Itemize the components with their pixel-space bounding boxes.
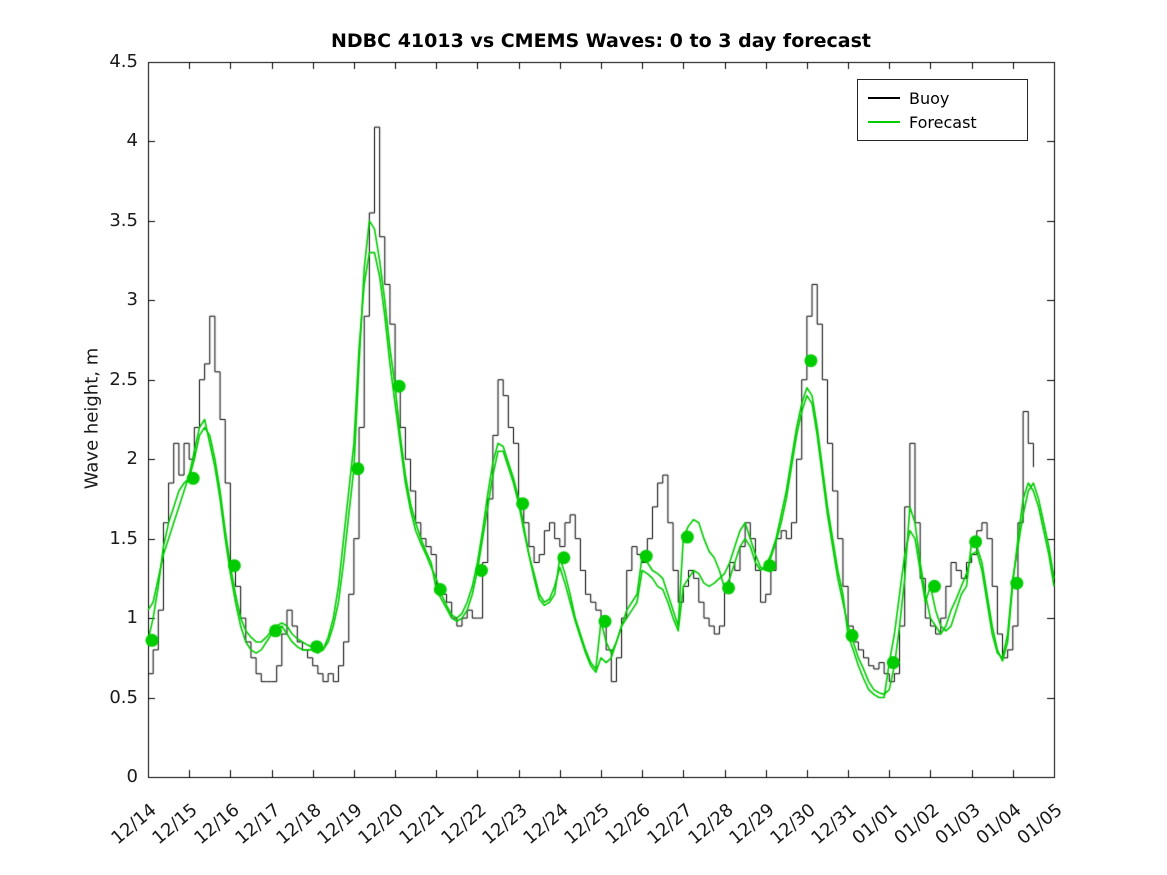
forecast-line-sample-icon — [868, 121, 900, 123]
y-tick-label: 1.5 — [109, 527, 138, 549]
legend-label-buoy: Buoy — [909, 88, 950, 108]
y-tick-label: 0.5 — [109, 686, 138, 708]
chart-title: NDBC 41013 vs CMEMS Waves: 0 to 3 day fo… — [331, 30, 871, 52]
legend-label-forecast: Forecast — [909, 112, 977, 132]
y-tick-label: 2 — [126, 448, 138, 470]
legend-item-forecast: Forecast — [868, 110, 1017, 134]
y-tick-label: 1 — [126, 607, 138, 629]
y-axis-label: Wave height, m — [81, 347, 103, 490]
y-tick-label: 0 — [126, 766, 138, 787]
y-tick-label: 4.5 — [109, 51, 138, 72]
buoy-line-sample-icon — [868, 97, 900, 99]
y-tick-label: 2.5 — [109, 368, 138, 390]
y-tick-label: 4 — [126, 130, 138, 152]
legend: Buoy Forecast — [857, 79, 1028, 141]
y-tick-label: 3.5 — [109, 209, 138, 231]
legend-item-buoy: Buoy — [868, 86, 1017, 110]
y-tick-label: 3 — [126, 289, 138, 311]
